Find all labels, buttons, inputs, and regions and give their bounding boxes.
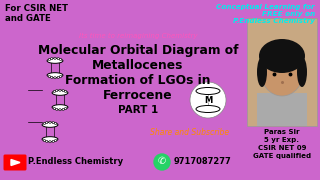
Circle shape: [43, 139, 45, 141]
Circle shape: [56, 108, 58, 111]
Circle shape: [154, 154, 170, 170]
Circle shape: [57, 76, 59, 78]
Ellipse shape: [257, 57, 267, 87]
Circle shape: [65, 107, 67, 110]
Circle shape: [60, 75, 62, 78]
Circle shape: [62, 89, 64, 92]
Circle shape: [59, 89, 61, 91]
Circle shape: [49, 121, 51, 123]
Ellipse shape: [52, 105, 68, 110]
Circle shape: [49, 141, 51, 143]
Ellipse shape: [196, 105, 220, 112]
Text: Metallocenes: Metallocenes: [92, 59, 184, 72]
Circle shape: [65, 91, 67, 93]
Text: Ferrocene: Ferrocene: [103, 89, 173, 102]
Circle shape: [52, 122, 54, 124]
Circle shape: [48, 75, 51, 78]
Circle shape: [56, 89, 58, 92]
Circle shape: [54, 57, 56, 59]
Ellipse shape: [260, 44, 304, 96]
Circle shape: [43, 122, 45, 125]
FancyBboxPatch shape: [4, 154, 27, 170]
Circle shape: [51, 58, 53, 60]
Ellipse shape: [47, 73, 63, 78]
Circle shape: [54, 139, 57, 141]
Circle shape: [54, 122, 57, 125]
Text: M: M: [204, 96, 212, 105]
Ellipse shape: [47, 58, 63, 63]
Circle shape: [57, 58, 59, 60]
Ellipse shape: [259, 39, 305, 73]
Text: PART 1: PART 1: [118, 105, 158, 115]
Circle shape: [46, 140, 48, 142]
Ellipse shape: [196, 87, 220, 95]
Circle shape: [52, 140, 54, 142]
Circle shape: [54, 77, 56, 79]
Ellipse shape: [42, 137, 58, 142]
Text: Share and Subscribe: Share and Subscribe: [150, 128, 229, 137]
Circle shape: [48, 58, 51, 61]
Text: Formation of LGOs in: Formation of LGOs in: [65, 74, 211, 87]
Text: Molecular Orbital Diagram of: Molecular Orbital Diagram of: [38, 44, 238, 57]
Ellipse shape: [297, 57, 307, 87]
Circle shape: [60, 58, 62, 61]
Circle shape: [53, 91, 55, 93]
Text: ✆: ✆: [158, 156, 166, 166]
Polygon shape: [11, 159, 20, 165]
Circle shape: [46, 122, 48, 124]
Ellipse shape: [42, 122, 58, 127]
Circle shape: [51, 76, 53, 78]
Text: 9717087277: 9717087277: [174, 157, 232, 166]
Circle shape: [59, 109, 61, 111]
Text: P.Endless Chemistry: P.Endless Chemistry: [28, 157, 123, 166]
Text: Conceptual Learning for
FREE only on
P.Endless Chemistry: Conceptual Learning for FREE only on P.E…: [216, 4, 315, 24]
Text: Its time to reimagining Chemistry: Its time to reimagining Chemistry: [79, 33, 197, 39]
Circle shape: [53, 107, 55, 110]
Circle shape: [190, 82, 226, 118]
Text: For CSIR NET
and GATE: For CSIR NET and GATE: [5, 4, 68, 23]
FancyBboxPatch shape: [247, 18, 317, 126]
FancyBboxPatch shape: [257, 93, 307, 126]
Text: Paras Sir
5 yr Exp.
CSIR NET 09
GATE qualified: Paras Sir 5 yr Exp. CSIR NET 09 GATE qua…: [253, 129, 311, 159]
Circle shape: [62, 108, 64, 111]
Ellipse shape: [52, 90, 68, 95]
